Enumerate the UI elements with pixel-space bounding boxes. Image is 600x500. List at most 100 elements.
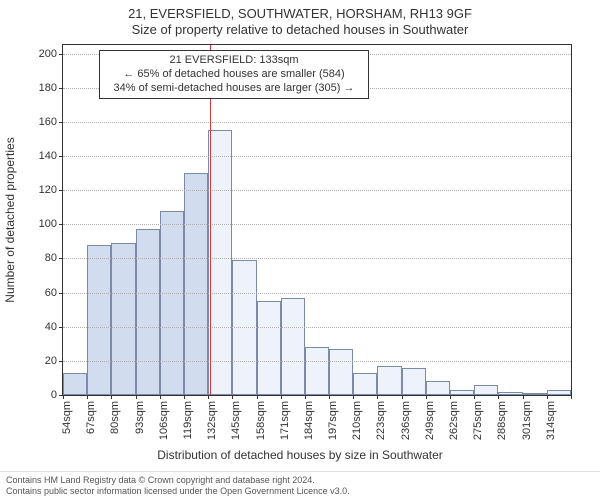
chart-title-line1: 21, EVERSFIELD, SOUTHWATER, HORSHAM, RH1… [0,0,600,22]
xtick-mark [353,395,354,399]
xtick-label: 314sqm [545,401,557,440]
xtick-label: 275sqm [472,401,484,440]
ytick-mark [59,327,63,328]
histogram-bar [208,130,232,395]
xtick-mark [281,395,282,399]
xtick-mark [63,395,64,399]
x-axis-label: Distribution of detached houses by size … [0,448,600,462]
xtick-label: 288sqm [496,401,508,440]
chart-container: { "title_line1": "21, EVERSFIELD, SOUTHW… [0,0,600,500]
xtick-mark [498,395,499,399]
ytick-mark [59,54,63,55]
histogram-bar [377,366,401,395]
xtick-label: 210sqm [351,401,363,440]
xtick-mark [329,395,330,399]
xtick-label: 93sqm [134,401,146,434]
ytick-mark [59,156,63,157]
info-line3: 34% of semi-detached houses are larger (… [106,82,362,96]
histogram-bar [136,229,160,395]
xtick-mark [232,395,233,399]
histogram-bar [87,245,111,395]
attribution-line1: Contains HM Land Registry data © Crown c… [6,475,594,485]
histogram-bar [329,349,353,395]
histogram-bar [402,368,426,395]
histogram-bar [281,298,305,395]
gridline [63,190,571,191]
xtick-label: 262sqm [448,401,460,440]
histogram-bar [353,373,377,395]
attribution-line2: Contains public sector information licen… [6,486,594,496]
xtick-mark [184,395,185,399]
ytick-mark [59,361,63,362]
xtick-mark [426,395,427,399]
xtick-label: 236sqm [400,401,412,440]
gridline [63,156,571,157]
gridline [63,293,571,294]
xtick-label: 171sqm [279,401,291,440]
histogram-bar [160,211,184,395]
ytick-mark [59,258,63,259]
ytick-mark [59,88,63,89]
xtick-mark [547,395,548,399]
xtick-mark [111,395,112,399]
xtick-mark [305,395,306,399]
xtick-mark [402,395,403,399]
histogram-bar [523,393,547,395]
xtick-mark [87,395,88,399]
y-axis-label: Number of detached properties [3,137,17,302]
xtick-mark [450,395,451,399]
ytick-label: 120 [39,184,57,196]
xtick-label: 301sqm [521,401,533,440]
ytick-mark [59,293,63,294]
ytick-label: 160 [39,116,57,128]
ytick-label: 0 [51,389,57,401]
gridline [63,258,571,259]
xtick-label: 158sqm [255,401,267,440]
xtick-mark [571,395,572,399]
ytick-mark [59,190,63,191]
xtick-label: 119sqm [182,401,194,439]
ytick-label: 20 [45,355,57,367]
ytick-label: 100 [39,218,57,230]
gridline [63,122,571,123]
xtick-label: 132sqm [206,401,218,440]
info-box: 21 EVERSFIELD: 133sqm← 65% of detached h… [99,50,369,99]
ytick-label: 40 [45,321,57,333]
chart-title-line2: Size of property relative to detached ho… [0,22,600,40]
xtick-label: 67sqm [85,401,97,434]
ytick-label: 200 [39,48,57,60]
xtick-mark [208,395,209,399]
xtick-label: 184sqm [303,401,315,440]
xtick-label: 145sqm [230,401,242,440]
histogram-bar [426,381,450,395]
ytick-label: 80 [45,252,57,264]
xtick-label: 249sqm [424,401,436,440]
histogram-bar [547,390,571,395]
ytick-mark [59,122,63,123]
histogram-bar [474,385,498,395]
ytick-label: 180 [39,82,57,94]
gridline [63,361,571,362]
gridline [63,327,571,328]
xtick-mark [257,395,258,399]
xtick-mark [377,395,378,399]
histogram-bar [305,347,329,395]
info-line1: 21 EVERSFIELD: 133sqm [106,54,362,68]
xtick-label: 106sqm [158,401,170,440]
xtick-mark [474,395,475,399]
xtick-mark [523,395,524,399]
xtick-mark [136,395,137,399]
ytick-label: 140 [39,150,57,162]
histogram-bar [498,392,522,395]
xtick-label: 54sqm [61,401,73,434]
ytick-mark [59,224,63,225]
gridline [63,224,571,225]
xtick-label: 197sqm [327,401,339,440]
histogram-bar [450,390,474,395]
xtick-mark [160,395,161,399]
ytick-label: 60 [45,287,57,299]
histogram-bar [111,243,135,395]
histogram-bar [63,373,87,395]
xtick-label: 80sqm [109,401,121,434]
histogram-bar [257,301,281,395]
